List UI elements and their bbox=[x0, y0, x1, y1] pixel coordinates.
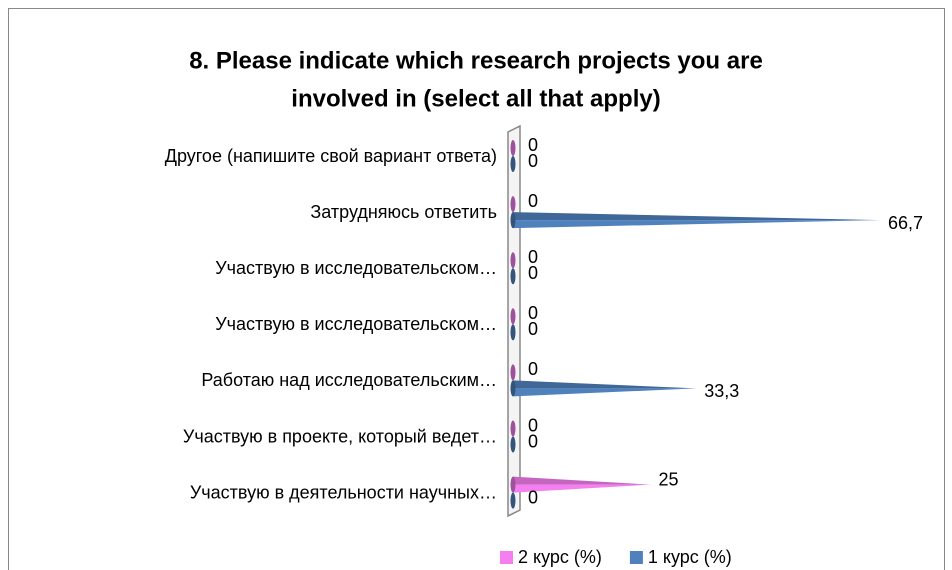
category-label: Работаю над исследовательским… bbox=[201, 370, 497, 390]
category-label: Участвую в проекте, который ведет… bbox=[183, 426, 497, 446]
data-label: 0 bbox=[528, 151, 538, 171]
bar bbox=[510, 308, 516, 325]
category-label: Участвую в исследовательском… bbox=[215, 258, 497, 278]
legend-swatch bbox=[500, 551, 513, 564]
bar-face bbox=[510, 212, 516, 229]
data-label: 0 bbox=[528, 487, 538, 507]
chart-border bbox=[8, 8, 945, 570]
data-label: 33,3 bbox=[704, 381, 739, 401]
bar-face bbox=[513, 380, 697, 389]
legend-swatch bbox=[629, 551, 643, 564]
bar-face bbox=[510, 364, 516, 381]
bar bbox=[510, 492, 516, 509]
bar bbox=[510, 156, 516, 172]
category-label: Другое (напишите свой вариант ответа) bbox=[165, 146, 497, 166]
bar-face bbox=[510, 420, 516, 437]
legend-label: 1 курс (%) bbox=[648, 547, 732, 567]
data-label: 0 bbox=[528, 431, 538, 451]
bar-face bbox=[510, 268, 516, 285]
bar bbox=[510, 476, 651, 493]
bar-face bbox=[510, 252, 516, 269]
data-label: 25 bbox=[659, 469, 679, 489]
legend-label: 2 курс (%) bbox=[518, 547, 602, 567]
data-label: 0 bbox=[528, 303, 538, 323]
bar-face bbox=[510, 140, 516, 156]
bar bbox=[510, 212, 880, 229]
data-label: 66,7 bbox=[888, 213, 923, 233]
bar bbox=[510, 436, 516, 453]
bar-face bbox=[513, 388, 697, 397]
category-label: Участвую в деятельности научных… bbox=[190, 482, 497, 502]
data-label: 0 bbox=[528, 415, 538, 435]
bar bbox=[510, 380, 697, 397]
bar-face bbox=[510, 308, 516, 325]
data-label: 0 bbox=[528, 319, 538, 339]
bar bbox=[510, 364, 516, 381]
bar-face bbox=[513, 220, 880, 229]
bar-face bbox=[510, 436, 516, 453]
bar-face bbox=[510, 476, 516, 493]
data-label: 0 bbox=[528, 247, 538, 267]
data-label: 0 bbox=[528, 191, 538, 211]
bar bbox=[510, 324, 516, 341]
bar bbox=[510, 140, 516, 156]
data-label: 0 bbox=[528, 263, 538, 283]
bar-face bbox=[510, 196, 516, 213]
bar-face bbox=[510, 380, 516, 397]
bar-face bbox=[513, 484, 651, 493]
category-label: Участвую в исследовательском… bbox=[215, 314, 497, 334]
bar bbox=[510, 252, 516, 269]
bar bbox=[510, 420, 516, 437]
chart-title: involved in (select all that apply) bbox=[291, 85, 660, 112]
category-label: Затрудняюсь ответить bbox=[310, 202, 497, 222]
data-label: 0 bbox=[528, 359, 538, 379]
bar-face bbox=[510, 324, 516, 341]
bar bbox=[510, 196, 516, 213]
bar bbox=[510, 268, 516, 285]
bar-face bbox=[510, 156, 516, 172]
data-label: 0 bbox=[528, 135, 538, 155]
bar-face bbox=[513, 476, 651, 485]
bar-face bbox=[510, 492, 516, 509]
bar-face bbox=[513, 212, 880, 221]
chart-title: 8. Please indicate which research projec… bbox=[189, 47, 763, 74]
